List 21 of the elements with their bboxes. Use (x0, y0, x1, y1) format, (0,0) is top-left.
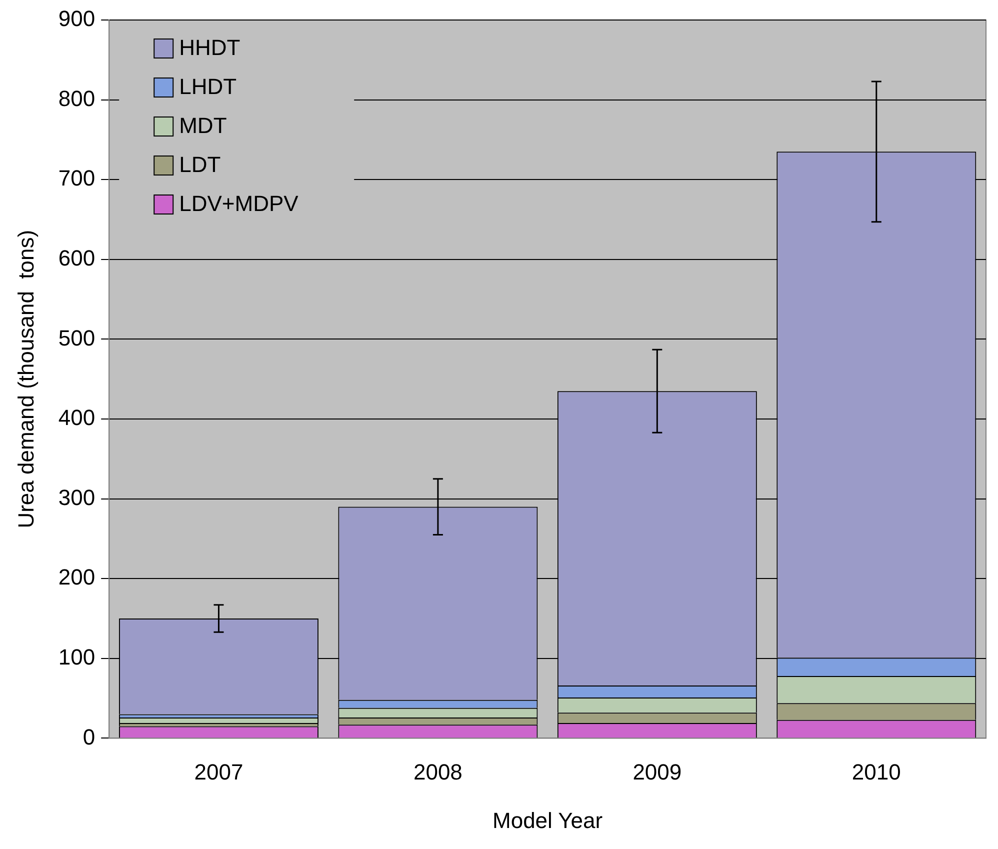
legend-label: LDT (179, 152, 221, 178)
x-tick-label: 2010 (852, 759, 901, 784)
x-tick-label: 2009 (632, 759, 682, 784)
x-tick-label: 2007 (194, 759, 244, 784)
x-axis-title: Model Year (492, 808, 603, 833)
y-tick-label: 800 (58, 86, 96, 111)
legend-label: LDV+MDPV (179, 191, 299, 216)
y-axis-title: Urea demand (thousand tons) (13, 230, 38, 528)
y-tick-label: 700 (58, 166, 96, 191)
y-tick-label: 500 (58, 325, 96, 350)
y-tick-label: 400 (58, 405, 96, 430)
y-tick-label: 0 (82, 724, 96, 750)
y-tick-label: 100 (58, 644, 96, 670)
legend-label: LHDT (179, 74, 237, 100)
legend-label: HHDT (179, 35, 240, 60)
y-tick-label: 300 (58, 484, 96, 510)
legend-label: MDT (179, 113, 227, 138)
y-tick-label: 200 (58, 564, 96, 590)
y-tick-label: 900 (58, 6, 96, 32)
x-tick-label: 2008 (413, 759, 462, 784)
y-tick-label: 600 (58, 245, 96, 270)
